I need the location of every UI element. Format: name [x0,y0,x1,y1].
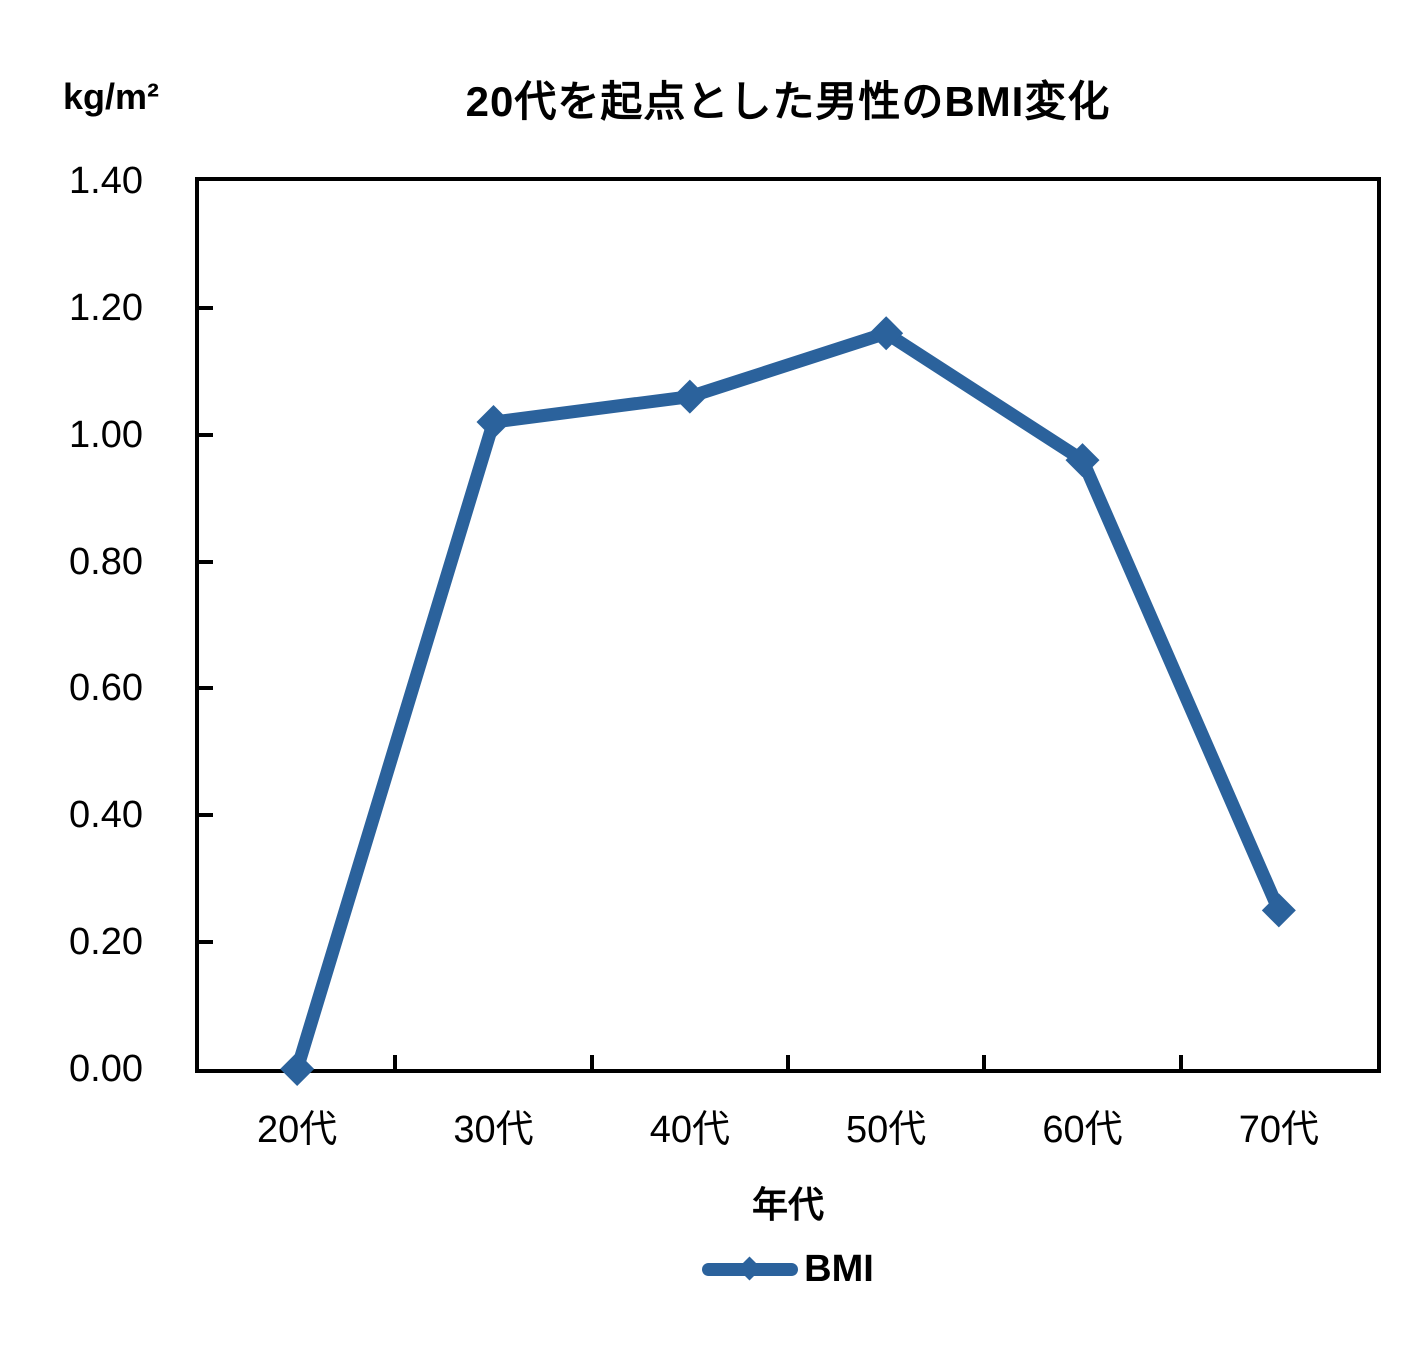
x-tick-label: 40代 [649,1109,730,1151]
x-axis-title: 年代 [751,1184,824,1225]
y-tick-mark [199,559,213,564]
y-tick-label: 0.00 [69,1048,143,1090]
y-tick-label: 1.20 [69,286,143,329]
data-point-marker [1261,893,1296,928]
y-tick-mark [199,686,213,691]
x-tick-label: 30代 [453,1109,534,1151]
x-tick-mark [393,1055,398,1069]
x-tick-mark [786,1055,790,1069]
x-tick-mark [589,1055,594,1069]
x-tick-mark [1178,1055,1183,1069]
data-point-marker [280,1052,315,1086]
y-tick-label: 1.00 [69,413,143,456]
legend: BMI [195,1244,1381,1294]
x-tick-label: 60代 [1042,1109,1123,1151]
x-tick-label: 70代 [1238,1109,1319,1151]
x-tick-label: 20代 [257,1109,338,1151]
y-axis-tick-labels: 1.40 1.20 1.00 0.80 0.60 0.40 0.20 0.00 [0,160,143,1090]
data-point-marker [869,316,904,351]
data-point-marker [476,405,511,440]
y-tick-label: 1.40 [69,160,143,202]
bmi-line [290,326,1286,1076]
bmi-line-series [280,316,1296,1086]
y-tick-label: 0.40 [69,794,143,837]
y-tick-label: 0.20 [69,921,143,964]
data-point-marker [1065,443,1100,478]
y-tick-mark [199,432,213,437]
y-tick-mark [199,940,213,945]
y-tick-mark [199,305,213,310]
legend-diamond-icon [737,1256,762,1281]
legend-line-icon [702,1256,799,1282]
x-tick-label: 50代 [846,1109,927,1151]
y-axis-unit-label: kg/m² [63,76,160,117]
x-axis-tick-labels: 20代 30代 40代 50代 60代 70代 [199,1108,1377,1158]
legend-label: BMI [804,1248,874,1290]
y-tick-mark [199,813,213,818]
chart-title: 20代を起点とした男性のBMI変化 [465,78,1111,125]
y-tick-label: 0.80 [69,540,143,583]
y-tick-label: 0.60 [69,667,143,710]
plot-area [195,177,1381,1086]
x-tick-mark [982,1055,987,1069]
data-point-marker [672,379,707,414]
